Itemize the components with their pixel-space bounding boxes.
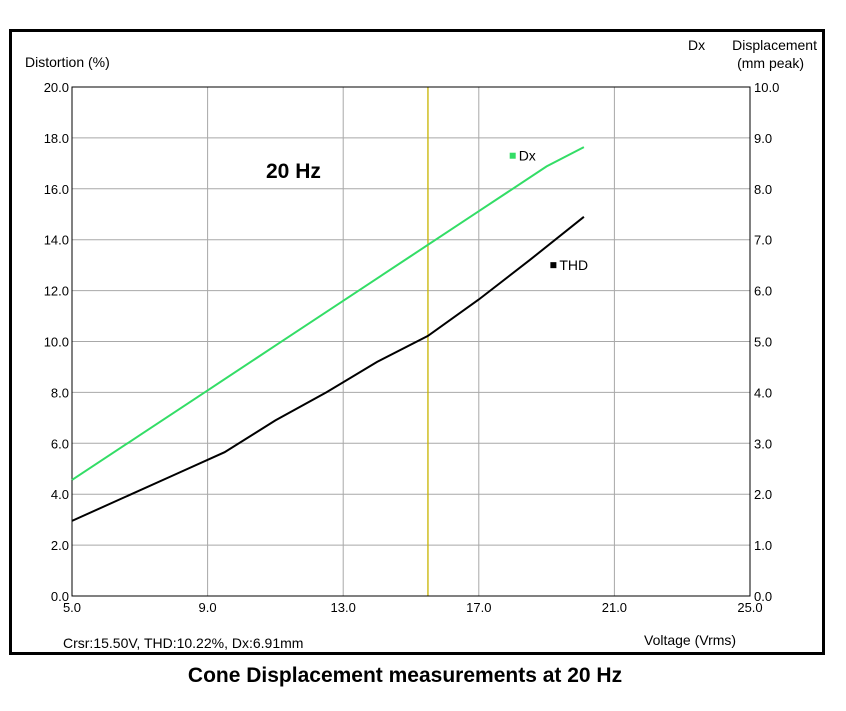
left-y-tick-label: 10.0 (44, 335, 69, 350)
right-y-tick-label: 8.0 (754, 182, 772, 197)
right-y-tick-label: 9.0 (754, 131, 772, 146)
left-y-axis-label: Distortion (%) (25, 54, 110, 70)
plot-border (71, 86, 751, 597)
left-y-tick-label: 14.0 (44, 233, 69, 248)
right-y-tick-label: 5.0 (754, 335, 772, 350)
left-y-tick-labels: 0.0 2.0 4.0 6.0 8.0 10.0 12.0 14.0 16.0 18.0 20.0 (44, 80, 69, 604)
right-y-tick-label: 2.0 (754, 487, 772, 502)
figure-caption: Cone Displacement measurements at 20 Hz (187, 664, 623, 687)
right-y-axis-label-line2: (mm peak) (737, 55, 804, 71)
series-lines (71, 146, 585, 522)
x-tick-label: 17.0 (466, 600, 491, 615)
right-y-tick-label: 6.0 (754, 284, 772, 299)
legend-marker-thd (550, 262, 557, 269)
series-line-dx (71, 146, 585, 481)
legend-label-dx: Dx (519, 148, 536, 164)
cursor-readout: Crsr:15.50V, THD:10.22%, Dx:6.91mm (63, 635, 303, 651)
legend-marker-dx (509, 152, 516, 159)
x-tick-label: 9.0 (199, 600, 217, 615)
right-y-tick-label: 4.0 (754, 385, 772, 400)
left-y-tick-label: 16.0 (44, 182, 69, 197)
x-tick-label: 13.0 (331, 600, 356, 615)
left-y-tick-label: 0.0 (51, 589, 69, 604)
right-y-axis-label-line1: Displacement (732, 37, 817, 53)
grid (72, 87, 750, 596)
left-y-tick-label: 12.0 (44, 284, 69, 299)
series-line-thd (71, 216, 585, 522)
right-y-tick-label: 3.0 (754, 436, 772, 451)
left-y-tick-label: 18.0 (44, 131, 69, 146)
plot-area-border (71, 86, 751, 597)
right-y-tick-label: 10.0 (754, 80, 779, 95)
right-y-series-label: Dx (688, 37, 705, 53)
x-tick-label: 5.0 (63, 600, 81, 615)
x-axis-label: Voltage (Vrms) (644, 632, 736, 648)
legend-label-thd: THD (559, 257, 588, 273)
left-y-tick-label: 2.0 (51, 538, 69, 553)
right-y-tick-label: 1.0 (754, 538, 772, 553)
chart: 5.0 9.0 13.0 17.0 21.0 25.0 0.0 2.0 4.0 6.0 8.0 10… (25, 37, 817, 651)
left-y-tick-label: 20.0 (44, 80, 69, 95)
right-y-tick-label: 0.0 (754, 589, 772, 604)
left-y-tick-label: 6.0 (51, 436, 69, 451)
x-tick-label: 21.0 (602, 600, 627, 615)
right-y-tick-label: 7.0 (754, 233, 772, 248)
frequency-annotation: 20 Hz (266, 160, 321, 183)
right-y-tick-labels: 0.0 1.0 2.0 3.0 4.0 5.0 6.0 7.0 8.0 9.0 10.0 (754, 80, 779, 604)
x-tick-labels: 5.0 9.0 13.0 17.0 21.0 25.0 (63, 600, 763, 615)
x-tick-label: 25.0 (737, 600, 762, 615)
left-y-tick-label: 8.0 (51, 385, 69, 400)
left-y-tick-label: 4.0 (51, 487, 69, 502)
legend: Dx THD (509, 148, 588, 273)
chart-frame: 5.0 9.0 13.0 17.0 21.0 25.0 0.0 2.0 4.0 6.0 8.0 10… (9, 29, 825, 655)
